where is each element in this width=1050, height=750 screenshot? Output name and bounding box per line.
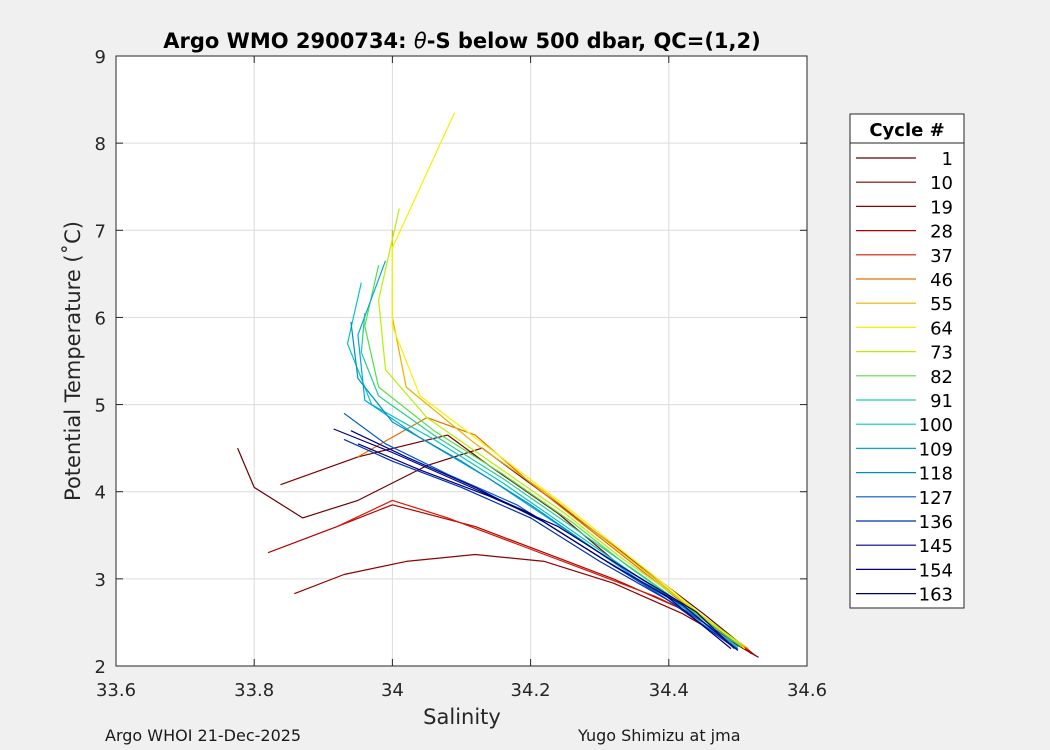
legend-entry-cycle-55: 55 — [856, 294, 953, 315]
legend-entry-cycle-46: 46 — [856, 270, 953, 291]
legend-label: 100 — [919, 415, 953, 436]
legend-entry-cycle-136: 136 — [856, 512, 953, 533]
legend-label: 163 — [919, 585, 953, 606]
legend-label: 145 — [919, 536, 953, 557]
legend-label: 46 — [930, 270, 953, 291]
plot-frame — [115, 55, 808, 667]
x-tick-label: 33.8 — [234, 680, 274, 701]
legend-entry-cycle-73: 73 — [856, 343, 953, 364]
legend-label: 64 — [930, 318, 953, 339]
legend-entry-cycle-82: 82 — [856, 367, 953, 388]
x-axis-label: Salinity — [423, 705, 501, 729]
y-tick-label: 9 — [95, 47, 106, 68]
legend-entry-cycle-10: 10 — [856, 173, 953, 194]
y-tick-label: 6 — [95, 308, 106, 329]
footer-source: Argo WHOI 21-Dec-2025 — [105, 726, 302, 745]
legend-entry-cycle-91: 91 — [856, 391, 953, 412]
series-line-cycle-64 — [391, 112, 746, 650]
x-tick-label: 34.4 — [649, 680, 689, 701]
y-tick-label: 8 — [95, 134, 106, 155]
x-tick-label: 34.2 — [511, 680, 551, 701]
legend-title: Cycle # — [869, 120, 944, 141]
legend-entry-cycle-64: 64 — [856, 318, 953, 339]
legend: Cycle # 1 10 19 28 37 46 55 64 73 82 91 100 109 118 12… — [849, 113, 965, 609]
legend-label: 55 — [930, 294, 953, 315]
legend-entry-cycle-145: 145 — [856, 536, 953, 557]
legend-label: 154 — [919, 560, 953, 581]
plot-area — [116, 56, 807, 666]
legend-label: 28 — [930, 222, 953, 243]
legend-label: 118 — [919, 464, 953, 485]
legend-entry-cycle-37: 37 — [856, 246, 953, 267]
legend-entry-cycle-154: 154 — [856, 560, 953, 581]
y-tick-label: 2 — [95, 657, 106, 678]
legend-items: 1 10 19 28 37 46 55 64 73 82 91 100 109 118 127 136 145 1… — [856, 149, 953, 606]
legend-entry-cycle-1: 1 — [856, 149, 953, 170]
legend-entry-cycle-19: 19 — [856, 197, 953, 218]
footer-author: Yugo Shimizu at jma — [578, 726, 741, 745]
series-line-cycle-136 — [343, 438, 739, 651]
y-tick-label: 3 — [95, 570, 106, 591]
legend-entry-cycle-28: 28 — [856, 222, 953, 243]
x-tick-label: 33.6 — [96, 680, 136, 701]
legend-entry-cycle-127: 127 — [856, 488, 953, 509]
legend-label: 109 — [919, 439, 953, 460]
legend-entry-cycle-118: 118 — [856, 464, 953, 485]
y-tick-label: 4 — [95, 483, 106, 504]
series-line-cycle-118 — [350, 321, 739, 650]
series-line-cycle-163 — [357, 443, 735, 650]
legend-label: 91 — [930, 391, 953, 412]
y-tick-label: 5 — [95, 396, 106, 417]
legend-box — [849, 113, 965, 609]
legend-label: 82 — [930, 367, 953, 388]
y-axis-label: Potential Temperature (˚C) — [61, 221, 85, 501]
chart-title: Argo WMO 2900734: θ-S below 500 dbar, QC… — [163, 29, 760, 53]
legend-entry-cycle-100: 100 — [856, 415, 953, 436]
legend-entry-cycle-109: 109 — [856, 439, 953, 460]
x-tick-label: 34.6 — [787, 680, 827, 701]
legend-entry-cycle-163: 163 — [856, 585, 953, 606]
legend-label: 1 — [942, 149, 953, 170]
legend-label: 19 — [930, 197, 953, 218]
y-tick-label: 7 — [95, 221, 106, 242]
series-line-cycle-73 — [378, 208, 746, 648]
legend-label: 10 — [930, 173, 953, 194]
x-tick-label: 34 — [381, 680, 404, 701]
series-curves — [237, 112, 759, 658]
series-line-cycle-19 — [294, 553, 759, 658]
series-line-cycle-154 — [333, 428, 732, 650]
legend-label: 37 — [930, 246, 953, 267]
legend-label: 127 — [919, 488, 953, 509]
legend-label: 73 — [930, 343, 953, 364]
legend-label: 136 — [919, 512, 953, 533]
